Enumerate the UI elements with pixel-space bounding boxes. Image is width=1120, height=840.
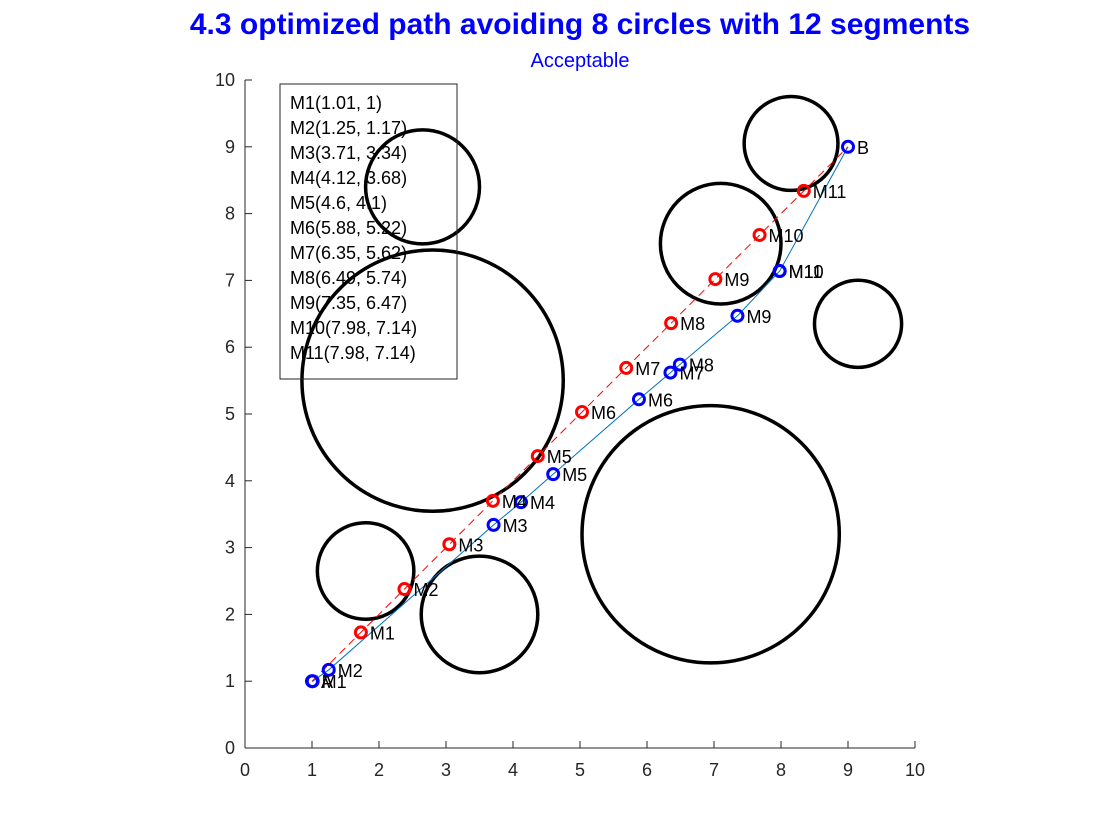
point-marker xyxy=(796,183,811,198)
legend-entry: M7(6.35, 5.62) xyxy=(290,243,407,263)
y-tick-label: 6 xyxy=(225,337,235,357)
point-label: M5 xyxy=(547,447,572,467)
y-tick-label: 8 xyxy=(225,204,235,224)
series-line xyxy=(312,146,849,682)
obstacle-circle xyxy=(363,128,482,246)
legend-entry: M5(4.6, 4.1) xyxy=(290,193,387,213)
point-marker xyxy=(514,495,529,510)
point-label: M2 xyxy=(338,661,363,681)
obstacle-circles xyxy=(300,94,904,675)
point-marker xyxy=(321,662,336,677)
x-tick-label: 10 xyxy=(905,760,925,780)
chart-subtitle: Acceptable xyxy=(530,50,630,72)
point-marker xyxy=(485,493,500,508)
obstacle-circle xyxy=(742,94,840,193)
legend-entry: M2(1.25, 1.17) xyxy=(290,118,407,138)
obstacle-circle xyxy=(419,554,540,675)
point-label: M2 xyxy=(413,580,438,600)
point-marker xyxy=(546,467,561,482)
point-label: M7 xyxy=(635,359,660,379)
x-tick-label: 9 xyxy=(843,760,853,780)
series-line xyxy=(311,146,849,682)
point-marker xyxy=(730,308,745,323)
y-tick-label: 3 xyxy=(225,538,235,558)
point-marker xyxy=(664,316,679,331)
legend-entry: M9(7.35, 6.47) xyxy=(290,293,407,313)
path-lines xyxy=(311,146,849,682)
legend: M1(1.01, 1) M2(1.25, 1.17) M3(3.71, 3.34) M… xyxy=(279,83,458,380)
point-label: M3 xyxy=(458,535,483,555)
x-tick-label: 5 xyxy=(575,760,585,780)
point-label: A xyxy=(321,672,333,692)
point-marker xyxy=(672,357,687,372)
y-tick-label: 4 xyxy=(225,471,235,491)
y-tick-label: 1 xyxy=(225,671,235,691)
legend-entry: M11(7.98, 7.14) xyxy=(290,343,416,363)
y-tick-label: 10 xyxy=(215,70,235,90)
point-marker xyxy=(752,227,767,242)
point-labels: AM1M2M3M4M5M6M7M8M9M10M11BM1M2M3M4M5M6M7… xyxy=(321,138,869,692)
x-tick-label: 6 xyxy=(642,760,652,780)
path-markers xyxy=(305,139,855,689)
point-label: M1 xyxy=(370,623,395,643)
point-label: M10 xyxy=(789,262,824,282)
point-label: M8 xyxy=(680,314,705,334)
x-tick-label: 8 xyxy=(776,760,786,780)
point-marker xyxy=(772,264,787,279)
legend-entry: M1(1.01, 1) xyxy=(290,93,382,113)
obstacle-circle xyxy=(300,248,565,513)
point-label: M7 xyxy=(679,364,704,384)
y-tick-label: 7 xyxy=(225,270,235,290)
y-tick-label: 9 xyxy=(225,137,235,157)
legend-box xyxy=(279,83,458,380)
point-label: M9 xyxy=(746,307,771,327)
obstacle-circle xyxy=(580,403,842,665)
x-tick-label: 1 xyxy=(307,760,317,780)
point-label: M6 xyxy=(648,390,673,410)
point-marker xyxy=(708,272,723,287)
obstacle-circle xyxy=(658,181,783,306)
point-marker xyxy=(305,674,320,689)
legend-entry: M10(7.98, 7.14) xyxy=(290,318,417,338)
point-label: M6 xyxy=(591,403,616,423)
legend-entry: M8(6.49, 5.74) xyxy=(290,268,407,288)
point-label: M9 xyxy=(724,270,749,290)
point-marker xyxy=(575,404,590,419)
point-label: M1 xyxy=(322,672,347,692)
legend-entry: M3(3.71, 3.34) xyxy=(290,143,407,163)
y-tick-label: 5 xyxy=(225,404,235,424)
point-marker xyxy=(486,517,501,532)
point-label: M11 xyxy=(789,262,823,282)
legend-entry: M4(4.12, 3.68) xyxy=(290,168,407,188)
point-marker xyxy=(442,537,457,552)
obstacle-circle xyxy=(812,278,904,370)
point-marker xyxy=(353,625,368,640)
point-label: B xyxy=(857,138,869,158)
x-tick-label: 0 xyxy=(240,760,250,780)
y-tick-label: 0 xyxy=(225,738,235,758)
x-tick-label: 3 xyxy=(441,760,451,780)
point-label: M10 xyxy=(769,226,804,246)
point-marker xyxy=(841,139,855,154)
point-marker xyxy=(619,360,634,375)
point-marker xyxy=(530,449,545,464)
point-marker xyxy=(663,365,678,380)
point-marker xyxy=(397,582,412,597)
point-label: M4 xyxy=(530,493,555,513)
point-label: M11 xyxy=(813,182,847,202)
chart-title: 4.3 optimized path avoiding 8 circles wi… xyxy=(189,8,971,41)
legend-entry: M6(5.88, 5.22) xyxy=(290,218,407,238)
point-label: M4 xyxy=(502,492,527,512)
y-tick-label: 2 xyxy=(225,604,235,624)
point-label: M3 xyxy=(503,516,528,536)
axes: 0 1 2 3 4 5 6 7 8 9 10 0 1 2 3 4 5 6 7 8 9 10 xyxy=(215,70,925,780)
x-tick-label: 2 xyxy=(374,760,384,780)
point-label: M5 xyxy=(562,465,587,485)
point-marker xyxy=(631,392,646,407)
obstacle-circle xyxy=(315,520,416,621)
point-label: M8 xyxy=(689,356,714,376)
x-tick-label: 7 xyxy=(709,760,719,780)
x-tick-label: 4 xyxy=(508,760,518,780)
